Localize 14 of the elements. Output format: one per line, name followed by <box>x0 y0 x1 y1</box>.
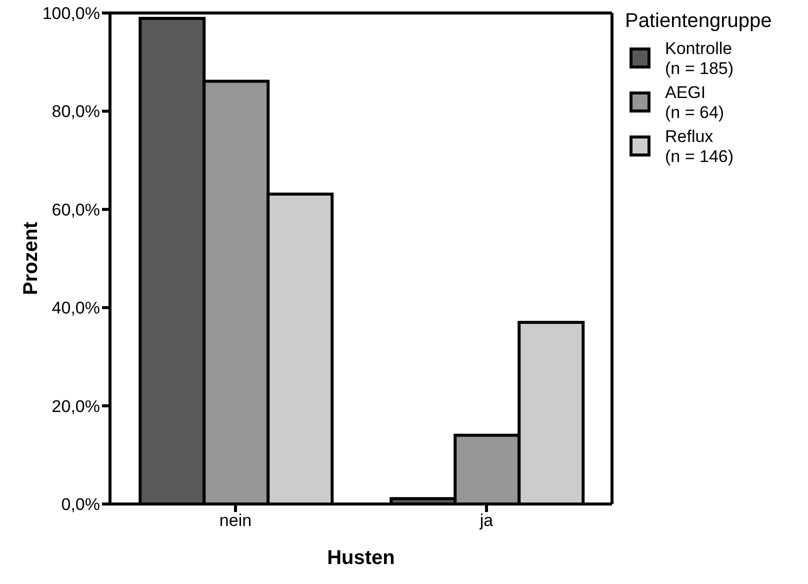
y-tick-label: 40,0% <box>52 298 100 318</box>
x-axis-title: Husten <box>327 547 395 569</box>
y-axis-title: Prozent <box>20 221 42 296</box>
x-tick-label: ja <box>478 511 494 530</box>
y-tick-label: 80,0% <box>52 102 100 122</box>
legend-label: Kontrolle (n = 185) <box>665 39 734 79</box>
y-tick-label: 0,0% <box>61 495 100 514</box>
x-tick-label: nein <box>219 511 252 530</box>
y-tick-label: 100,0% <box>42 4 100 24</box>
legend-label: AEGI (n = 64) <box>665 83 724 123</box>
y-tick-label: 60,0% <box>52 200 100 220</box>
legend-label: Reflux (n = 146) <box>665 127 734 167</box>
legend-title: Patientengruppe <box>625 10 773 33</box>
y-tick-label: 20,0% <box>52 396 100 416</box>
